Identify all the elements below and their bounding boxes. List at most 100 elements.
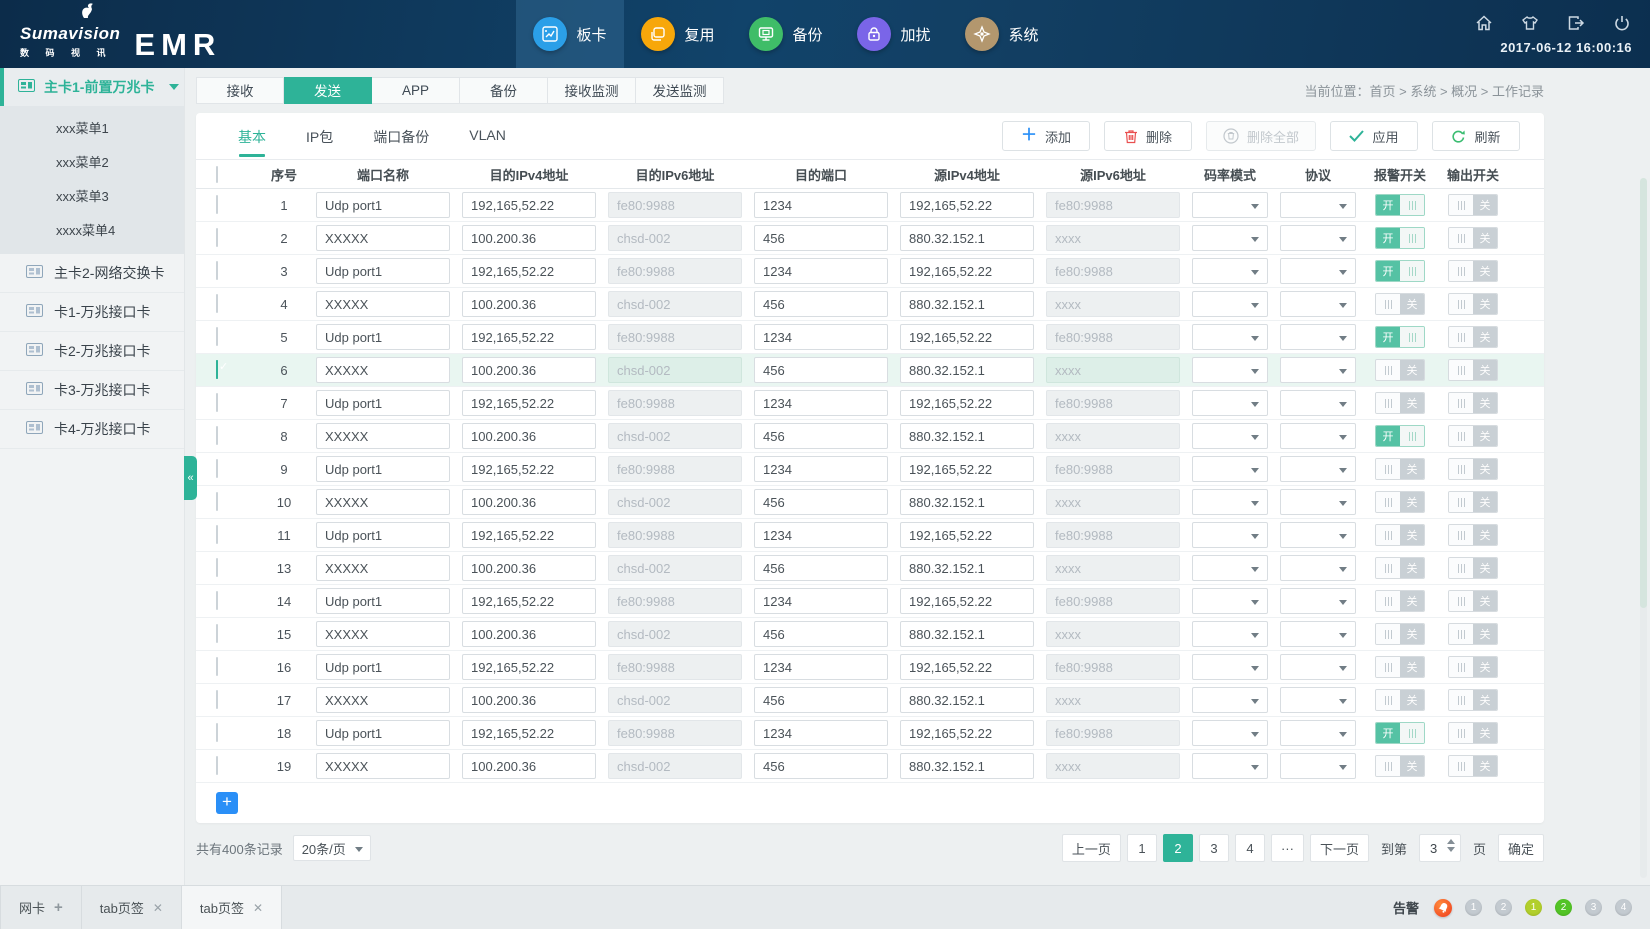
src-ipv6-input[interactable] — [1046, 522, 1180, 548]
output-toggle[interactable]: 关 — [1448, 392, 1498, 414]
add-tab-icon[interactable]: + — [54, 899, 63, 916]
rate-mode-select[interactable] — [1192, 291, 1268, 317]
src-ipv4-input[interactable] — [900, 588, 1034, 614]
sidebar-item[interactable]: 卡3-万兆接口卡 — [0, 371, 184, 410]
next-page-button[interactable]: 下一页 — [1309, 834, 1369, 862]
port-name-input[interactable] — [316, 225, 450, 251]
port-name-input[interactable] — [316, 555, 450, 581]
output-toggle[interactable]: 关 — [1448, 623, 1498, 645]
alarm-toggle[interactable]: 关 — [1375, 293, 1425, 315]
port-name-input[interactable] — [316, 522, 450, 548]
dst-ipv4-input[interactable] — [462, 588, 596, 614]
page-size-select[interactable]: 20条/页 — [292, 835, 371, 861]
port-name-input[interactable] — [316, 621, 450, 647]
port-name-input[interactable] — [316, 588, 450, 614]
alarm-bell-icon[interactable] — [1434, 898, 1452, 917]
rate-mode-select[interactable] — [1192, 423, 1268, 449]
tab-发送监测[interactable]: 发送监测 — [636, 76, 724, 104]
dst-ipv4-input[interactable] — [462, 258, 596, 284]
sidebar-item[interactable]: 卡4-万兆接口卡 — [0, 410, 184, 449]
dst-port-input[interactable] — [754, 753, 888, 779]
dst-ipv6-input[interactable] — [608, 489, 742, 515]
subtab-IP包[interactable]: IP包 — [306, 128, 334, 145]
dst-ipv6-input[interactable] — [608, 687, 742, 713]
sidebar-collapse-handle[interactable]: « — [184, 456, 197, 500]
src-ipv4-input[interactable] — [900, 720, 1034, 746]
src-ipv4-input[interactable] — [900, 522, 1034, 548]
output-toggle[interactable]: 关 — [1448, 722, 1498, 744]
logout-icon[interactable] — [1566, 13, 1586, 33]
src-ipv6-input[interactable] — [1046, 654, 1180, 680]
row-checkbox[interactable] — [216, 558, 218, 577]
power-icon[interactable] — [1612, 13, 1632, 33]
dst-port-input[interactable] — [754, 555, 888, 581]
src-ipv4-input[interactable] — [900, 687, 1034, 713]
protocol-select[interactable] — [1280, 522, 1356, 548]
src-ipv4-input[interactable] — [900, 489, 1034, 515]
output-toggle[interactable]: 关 — [1448, 227, 1498, 249]
src-ipv6-input[interactable] — [1046, 192, 1180, 218]
tab-接收监测[interactable]: 接收监测 — [548, 76, 636, 104]
output-toggle[interactable]: 关 — [1448, 359, 1498, 381]
src-ipv6-input[interactable] — [1046, 390, 1180, 416]
output-toggle[interactable]: 关 — [1448, 689, 1498, 711]
nav-item-备份[interactable]: 备份 — [732, 0, 840, 68]
port-name-input[interactable] — [316, 291, 450, 317]
src-ipv6-input[interactable] — [1046, 555, 1180, 581]
output-toggle[interactable]: 关 — [1448, 590, 1498, 612]
row-checkbox[interactable] — [216, 327, 218, 346]
dst-ipv6-input[interactable] — [608, 258, 742, 284]
protocol-select[interactable] — [1280, 291, 1356, 317]
src-ipv4-input[interactable] — [900, 390, 1034, 416]
dst-ipv4-input[interactable] — [462, 489, 596, 515]
dst-port-input[interactable] — [754, 621, 888, 647]
rate-mode-select[interactable] — [1192, 390, 1268, 416]
dst-ipv4-input[interactable] — [462, 687, 596, 713]
dst-port-input[interactable] — [754, 720, 888, 746]
page-button-3[interactable]: 3 — [1198, 834, 1229, 862]
dst-port-input[interactable] — [754, 489, 888, 515]
protocol-select[interactable] — [1280, 555, 1356, 581]
row-checkbox[interactable] — [216, 492, 218, 511]
tab-备份[interactable]: 备份 — [460, 76, 548, 104]
src-ipv4-input[interactable] — [900, 621, 1034, 647]
row-checkbox[interactable] — [216, 294, 218, 313]
protocol-select[interactable] — [1280, 654, 1356, 680]
row-checkbox[interactable] — [216, 426, 218, 445]
dst-port-input[interactable] — [754, 291, 888, 317]
dst-port-input[interactable] — [754, 192, 888, 218]
alarm-toggle[interactable]: 关 — [1375, 458, 1425, 480]
sidebar-item[interactable]: 卡2-万兆接口卡 — [0, 332, 184, 371]
dst-ipv4-input[interactable] — [462, 720, 596, 746]
alarm-toggle[interactable]: 关 — [1375, 359, 1425, 381]
footer-tab-网卡[interactable]: 网卡 + — [0, 886, 82, 929]
dst-ipv6-input[interactable] — [608, 555, 742, 581]
dst-ipv4-input[interactable] — [462, 621, 596, 647]
row-checkbox[interactable] — [216, 195, 218, 214]
port-name-input[interactable] — [316, 489, 450, 515]
nav-item-复用[interactable]: 复用 — [624, 0, 732, 68]
dst-port-input[interactable] — [754, 687, 888, 713]
scrollbar[interactable] — [1640, 178, 1647, 878]
status-circle-1[interactable]: 1 — [1525, 899, 1542, 916]
dst-ipv6-input[interactable] — [608, 225, 742, 251]
alarm-toggle[interactable]: 开 — [1375, 722, 1425, 744]
dst-ipv6-input[interactable] — [608, 621, 742, 647]
src-ipv4-input[interactable] — [900, 555, 1034, 581]
rate-mode-select[interactable] — [1192, 225, 1268, 251]
protocol-select[interactable] — [1280, 588, 1356, 614]
src-ipv6-input[interactable] — [1046, 456, 1180, 482]
subtab-VLAN[interactable]: VLAN — [469, 126, 506, 143]
src-ipv4-input[interactable] — [900, 225, 1034, 251]
protocol-select[interactable] — [1280, 753, 1356, 779]
dst-ipv6-input[interactable] — [608, 423, 742, 449]
alarm-toggle[interactable]: 关 — [1375, 755, 1425, 777]
home-icon[interactable] — [1474, 13, 1494, 33]
select-all-checkbox[interactable] — [216, 165, 218, 183]
src-ipv4-input[interactable] — [900, 324, 1034, 350]
output-toggle[interactable]: 关 — [1448, 260, 1498, 282]
sidebar-submenu-item[interactable]: xxxx菜单4 — [56, 223, 116, 238]
src-ipv4-input[interactable] — [900, 456, 1034, 482]
src-ipv6-input[interactable] — [1046, 588, 1180, 614]
rate-mode-select[interactable] — [1192, 621, 1268, 647]
